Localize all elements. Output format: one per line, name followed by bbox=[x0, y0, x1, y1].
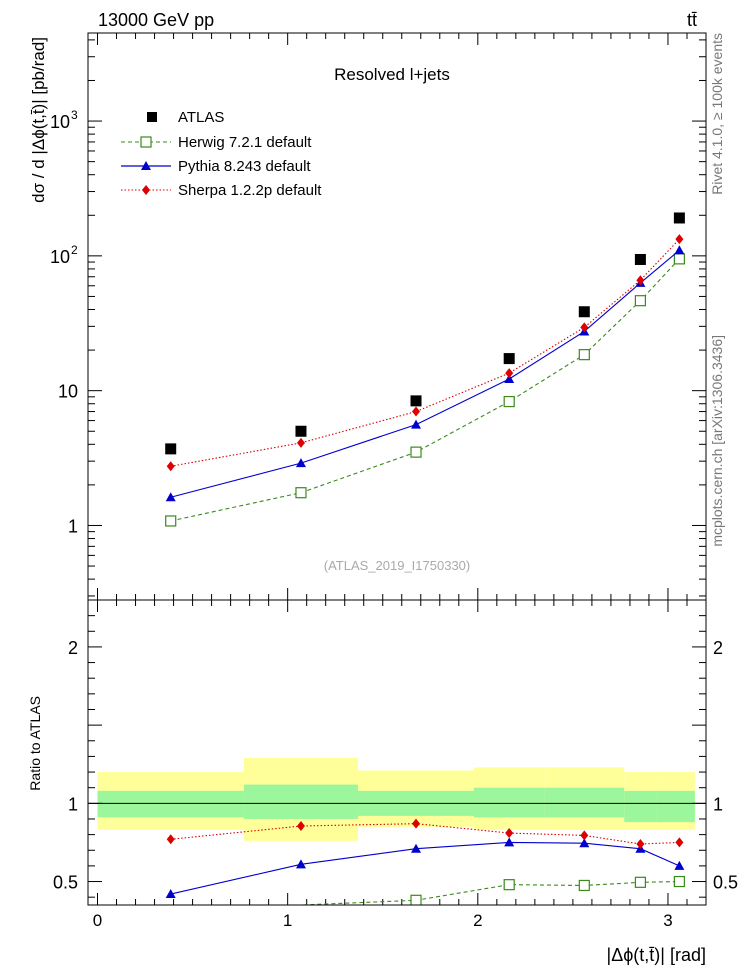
ratio-point-sherpa bbox=[636, 839, 645, 849]
legend-marker-pythia bbox=[141, 161, 151, 170]
process-label: tt̄ bbox=[687, 10, 697, 30]
data-point-sherpa bbox=[675, 234, 684, 245]
data-point-data bbox=[503, 353, 515, 365]
data-point-pythia bbox=[504, 374, 515, 384]
data-point-sherpa bbox=[166, 461, 175, 472]
y-axis-label: dσ / d |Δϕ(t,t̄)| [pb/rad] bbox=[29, 37, 48, 203]
ratio-y-tick-label: 2 bbox=[68, 638, 78, 658]
plot-title: Resolved l+jets bbox=[334, 65, 450, 84]
x-tick-label: 0 bbox=[93, 911, 102, 930]
legend-label-atlas: ATLAS bbox=[178, 109, 224, 126]
y-tick-label: 10 bbox=[50, 112, 70, 132]
legend-label-pythia: Pythia 8.243 default bbox=[178, 158, 311, 175]
y-tick-exponent: 2 bbox=[71, 243, 78, 257]
ratio-point-pythia bbox=[674, 860, 685, 870]
data-point-pythia bbox=[674, 245, 685, 255]
ratio-line-pythia bbox=[170, 841, 680, 895]
y-tick-label: 10 bbox=[58, 382, 78, 402]
legend: ATLAS Herwig 7.2.1 default Pythia 8.243 … bbox=[121, 109, 322, 199]
data-point-herwig bbox=[673, 253, 685, 265]
energy-label: 13000 GeV pp bbox=[98, 10, 214, 30]
ratio-series-pythia bbox=[165, 837, 685, 899]
legend-marker-atlas bbox=[147, 112, 157, 122]
series-line-sherpa bbox=[170, 238, 680, 467]
ratio-point-sherpa bbox=[580, 830, 589, 841]
data-point-pythia bbox=[411, 419, 422, 429]
rivet-label: Rivet 4.1.0, ≥ 100k events bbox=[709, 33, 725, 195]
series-sherpa bbox=[166, 234, 684, 472]
y-tick-label: 1 bbox=[68, 516, 78, 536]
x-axis-label: |Δϕ(t,t̄)| [rad] bbox=[607, 945, 706, 965]
series-line-pythia bbox=[170, 249, 680, 498]
data-point-herwig bbox=[165, 515, 177, 527]
ratio-band-inner bbox=[624, 790, 657, 823]
data-point-pythia bbox=[295, 458, 306, 468]
data-point-herwig bbox=[578, 349, 590, 361]
analysis-id: (ATLAS_2019_I1750330) bbox=[324, 558, 470, 573]
data-point-herwig bbox=[634, 295, 646, 307]
ratio-plot-frame bbox=[87, 599, 707, 906]
data-point-sherpa bbox=[636, 275, 645, 286]
ratio-y-tick-label-right: 1 bbox=[713, 794, 723, 814]
data-point-sherpa bbox=[580, 322, 589, 333]
ratio-y-axis-label: Ratio to ATLAS bbox=[27, 696, 43, 791]
series-data bbox=[165, 212, 685, 455]
x-tick-label: 2 bbox=[473, 911, 482, 930]
ratio-y-tick-label-right: 0.5 bbox=[713, 873, 738, 893]
ratio-series-herwig bbox=[293, 875, 685, 905]
ratio-band-inner bbox=[656, 790, 695, 823]
ratio-point-pythia bbox=[165, 889, 176, 899]
ratio-point-herwig bbox=[503, 879, 515, 891]
series-line-herwig bbox=[170, 258, 680, 522]
y-tick-label: 10 bbox=[50, 247, 70, 267]
ratio-point-sherpa bbox=[412, 818, 421, 829]
ratio-line-herwig bbox=[293, 880, 680, 905]
legend-marker-herwig bbox=[140, 136, 152, 148]
ratio-point-herwig bbox=[410, 894, 422, 905]
ratio-y-tick-label-right: 2 bbox=[713, 638, 723, 658]
data-point-data bbox=[673, 212, 685, 224]
ratio-y-tick-label: 1 bbox=[68, 794, 78, 814]
y-tick-exponent: 3 bbox=[71, 108, 78, 122]
data-point-data bbox=[295, 425, 307, 437]
data-point-herwig bbox=[295, 487, 307, 499]
data-point-herwig bbox=[410, 446, 422, 458]
ratio-point-sherpa bbox=[675, 837, 684, 848]
data-point-sherpa bbox=[412, 406, 421, 417]
data-point-pythia bbox=[165, 492, 176, 502]
x-tick-label: 1 bbox=[283, 911, 292, 930]
data-point-herwig bbox=[503, 395, 515, 408]
ratio-point-herwig bbox=[578, 879, 590, 892]
legend-label-sherpa: Sherpa 1.2.2p default bbox=[178, 182, 322, 199]
data-point-data bbox=[165, 443, 177, 455]
ratio-point-sherpa bbox=[505, 828, 514, 839]
legend-marker-sherpa bbox=[142, 185, 150, 195]
ratio-point-pythia bbox=[295, 859, 306, 869]
data-point-data bbox=[578, 306, 590, 318]
x-tick-label: 3 bbox=[663, 911, 672, 930]
ratio-band-inner bbox=[474, 787, 545, 818]
data-point-data bbox=[634, 253, 646, 265]
ratio-band-inner bbox=[544, 787, 625, 818]
mcplots-label: mcplots.cern.ch [arXiv:1306.3436] bbox=[709, 335, 725, 547]
ratio-point-herwig bbox=[673, 875, 685, 888]
series-herwig bbox=[165, 253, 685, 527]
ratio-band-inner bbox=[243, 784, 359, 819]
ratio-band-inner bbox=[97, 790, 244, 818]
data-point-sherpa bbox=[505, 368, 514, 379]
ratio-point-pythia bbox=[411, 843, 422, 853]
ratio-point-pythia bbox=[579, 838, 590, 848]
legend-label-herwig: Herwig 7.2.1 default bbox=[178, 134, 312, 151]
ratio-series-sherpa bbox=[166, 818, 684, 849]
ratio-point-sherpa bbox=[296, 821, 305, 832]
series-pythia bbox=[165, 245, 685, 502]
ratio-point-pythia bbox=[504, 837, 515, 847]
data-point-sherpa bbox=[296, 437, 305, 448]
ratio-y-tick-label: 0.5 bbox=[53, 873, 78, 893]
ratio-point-herwig bbox=[634, 876, 646, 888]
data-point-data bbox=[410, 395, 422, 407]
ratio-point-sherpa bbox=[166, 834, 175, 845]
